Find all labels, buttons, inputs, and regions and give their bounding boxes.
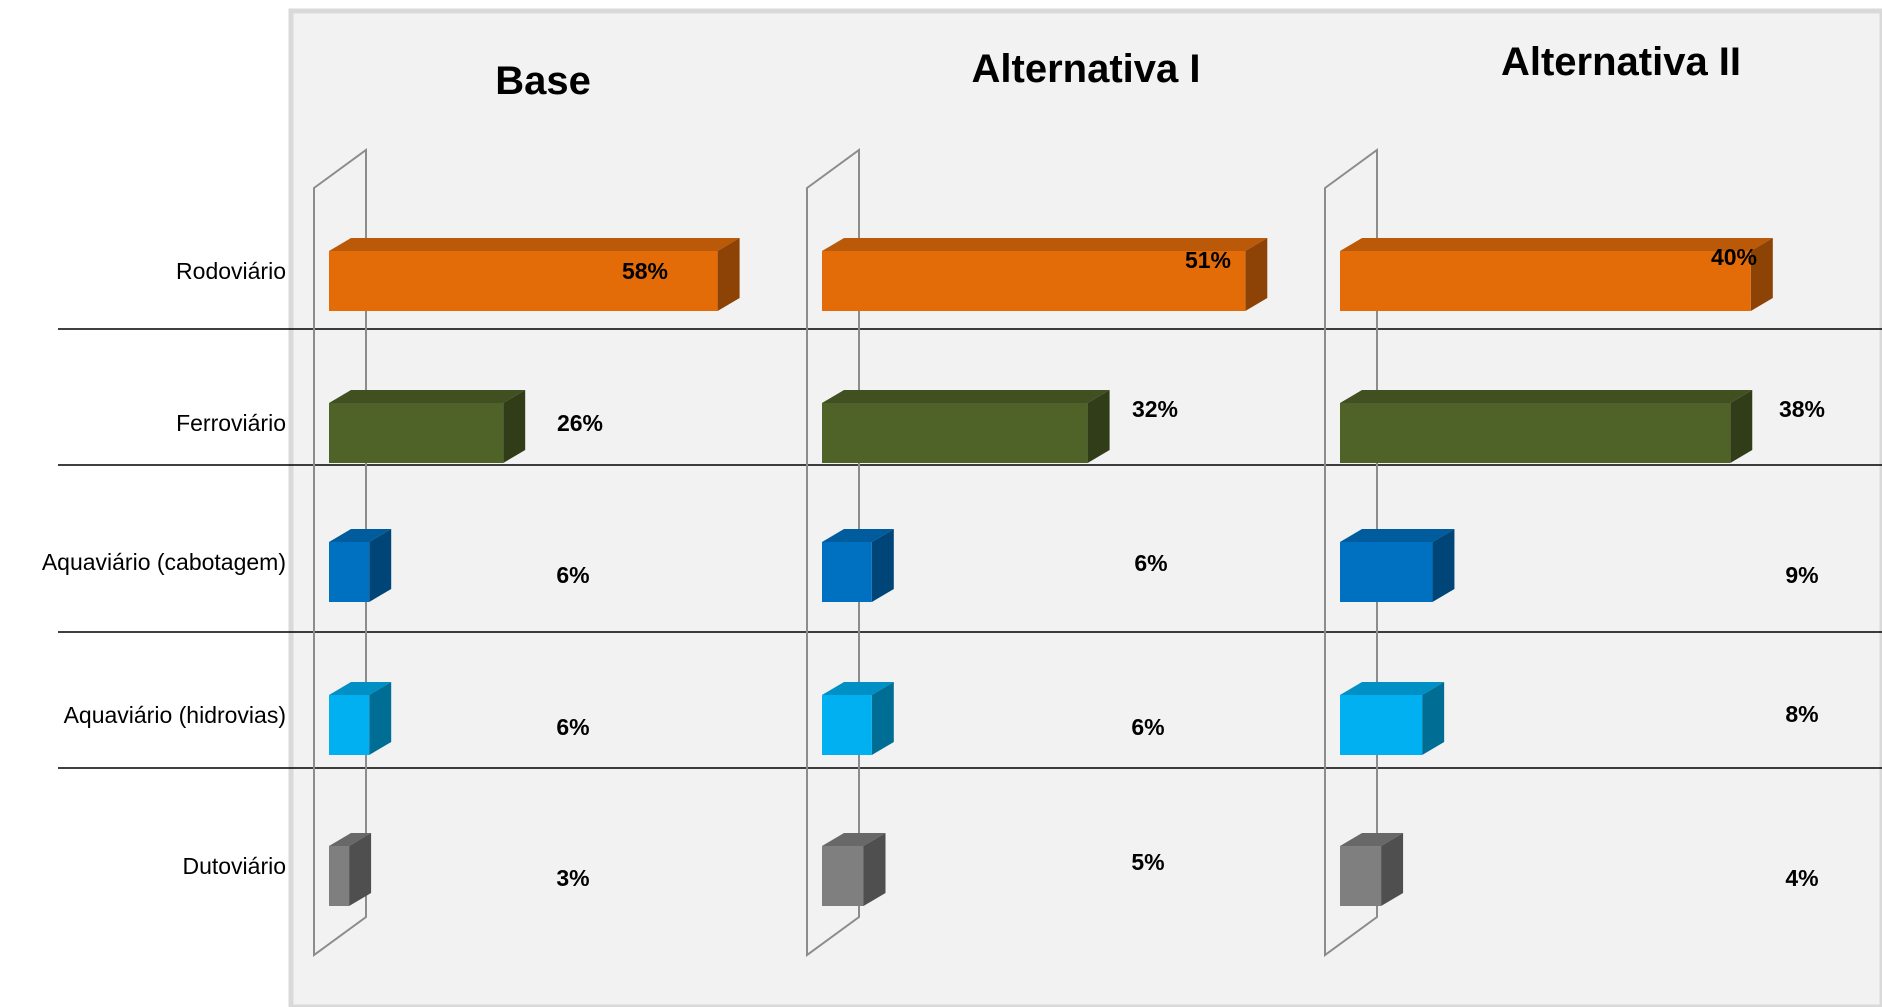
bar-top-face: [822, 833, 886, 846]
bar-front-face: [1340, 542, 1433, 602]
value-label: 8%: [1785, 701, 1818, 727]
bar-side-face: [1087, 390, 1110, 463]
bar-side-face: [1381, 833, 1404, 906]
bar-front-face: [1340, 403, 1731, 463]
category-label-aquaviario-hidrovias: Aquaviário (hidrovias): [64, 702, 286, 728]
bar-side-face: [871, 682, 894, 755]
category-label-dutoviario: Dutoviário: [182, 853, 286, 879]
bar-aquaviario-hidrovias: [1340, 682, 1445, 755]
bar-top-face: [1340, 238, 1773, 251]
bar-side-face: [1730, 390, 1753, 463]
bar-top-face: [822, 238, 1268, 251]
bar-aquaviario-cabotagem: [1340, 529, 1455, 602]
category-labels: Rodoviário Ferroviário Aquaviário (cabotag…: [42, 258, 286, 879]
bar-aquaviario-hidrovias: [822, 682, 894, 755]
panel-title: Alternativa II: [1501, 40, 1741, 84]
panels: Base 58% 26% 6% 6% 3% Alternativa I 51% 32% 6% 6% 5…: [313, 40, 1825, 957]
value-label: 3%: [556, 865, 589, 891]
category-label-aquaviario-cabotagem: Aquaviário (cabotagem): [42, 549, 286, 575]
axis-wall: [1324, 148, 1378, 957]
bar-side-face: [1422, 682, 1445, 755]
bar-side-face: [1750, 238, 1773, 311]
axis-wall: [806, 148, 860, 957]
bar-aquaviario-cabotagem: [822, 529, 894, 602]
bar-top-face: [1340, 833, 1404, 846]
bar-front-face: [822, 542, 872, 602]
bar-top-face: [822, 682, 894, 695]
bar-front-face: [822, 695, 872, 755]
bar-rodoviario: [822, 238, 1268, 311]
panel-base: Base 58% 26% 6% 6% 3%: [313, 59, 740, 957]
bar-front-face: [329, 542, 370, 602]
bar-ferroviario: [822, 390, 1110, 463]
bar-side-face: [863, 833, 886, 906]
bar-front-face: [329, 695, 370, 755]
bar-side-face: [349, 833, 372, 906]
value-label: 40%: [1711, 244, 1757, 270]
bar-side-face: [1432, 529, 1455, 602]
value-label: 6%: [556, 714, 589, 740]
bar-front-face: [822, 251, 1246, 311]
value-label: 32%: [1132, 396, 1178, 422]
value-label: 4%: [1785, 865, 1818, 891]
panel-title: Alternativa I: [972, 47, 1201, 91]
bar-top-face: [329, 238, 740, 251]
panel-alternativa-i: Alternativa I 51% 32% 6% 6% 5%: [806, 47, 1268, 957]
value-label: 6%: [1134, 550, 1167, 576]
value-label: 6%: [556, 562, 589, 588]
bar-ferroviario: [1340, 390, 1753, 463]
bar-ferroviario: [329, 390, 526, 463]
bar-side-face: [871, 529, 894, 602]
bar-front-face: [1340, 695, 1423, 755]
bar-front-face: [1340, 251, 1751, 311]
bar-top-face: [822, 390, 1110, 403]
bar-front-face: [329, 403, 504, 463]
bar-top-face: [329, 390, 526, 403]
bar-top-face: [329, 682, 392, 695]
value-label: 26%: [557, 410, 603, 436]
value-label: 38%: [1779, 396, 1825, 422]
bar-aquaviario-hidrovias: [329, 682, 392, 755]
row-separators: [58, 328, 1882, 769]
bar-side-face: [369, 529, 392, 602]
bar-front-face: [329, 846, 350, 906]
bar-dutoviario: [329, 833, 372, 906]
bar-front-face: [822, 846, 864, 906]
bar-front-face: [329, 251, 718, 311]
value-label: 9%: [1785, 562, 1818, 588]
panel-alternativa-ii: Alternativa II 40% 38% 9% 8% 4%: [1324, 40, 1825, 957]
value-label: 6%: [1131, 714, 1164, 740]
bar-top-face: [822, 529, 894, 542]
bar-top-face: [329, 529, 392, 542]
bar-rodoviario: [329, 238, 740, 311]
bar-aquaviario-cabotagem: [329, 529, 392, 602]
value-label: 51%: [1185, 247, 1231, 273]
bar-side-face: [717, 238, 740, 311]
bar-top-face: [329, 833, 372, 846]
bar-dutoviario: [1340, 833, 1404, 906]
value-label: 58%: [622, 258, 668, 284]
value-label: 5%: [1131, 849, 1164, 875]
panel-title: Base: [495, 59, 591, 103]
bar-dutoviario: [822, 833, 886, 906]
bar-front-face: [822, 403, 1088, 463]
bar-side-face: [503, 390, 526, 463]
bar-side-face: [369, 682, 392, 755]
bar-top-face: [1340, 529, 1455, 542]
axis-wall: [313, 148, 367, 957]
bar-side-face: [1245, 238, 1268, 311]
category-label-ferroviario: Ferroviário: [176, 410, 286, 436]
bar-front-face: [1340, 846, 1382, 906]
bar-rodoviario: [1340, 238, 1773, 311]
bar-top-face: [1340, 390, 1753, 403]
bar-top-face: [1340, 682, 1445, 695]
plot-background: [288, 8, 1882, 1007]
category-label-rodoviario: Rodoviário: [176, 258, 286, 284]
